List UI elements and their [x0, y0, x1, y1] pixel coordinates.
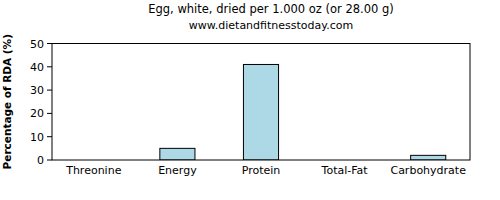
- bar: [243, 64, 278, 160]
- y-tick: [47, 66, 52, 67]
- x-tick-label: Energy: [158, 164, 197, 177]
- y-tick-label: 40: [30, 61, 44, 74]
- x-tick-label: Carbohydrate: [390, 164, 466, 177]
- y-axis-label: Percentage of RDA (%): [1, 34, 13, 169]
- x-tick-label: Protein: [242, 164, 281, 177]
- y-tick-label: 10: [30, 131, 44, 144]
- y-tick: [47, 113, 52, 114]
- bar: [411, 155, 446, 160]
- chart-svg: Egg, white, dried per 1.000 oz (or 28.00…: [0, 0, 500, 200]
- plot-frame: [52, 44, 470, 161]
- chart-container: Egg, white, dried per 1.000 oz (or 28.00…: [0, 0, 500, 200]
- y-tick: [47, 90, 52, 91]
- subtitle: www.dietandfitnesstoday.com: [189, 19, 353, 32]
- y-tick-label: 50: [30, 38, 44, 51]
- bars: [160, 64, 446, 160]
- y-tick: [47, 160, 52, 161]
- x-tick-label: Total-Fat: [321, 164, 369, 177]
- y-tick: [47, 43, 52, 44]
- y-tick: [47, 136, 52, 137]
- x-tick-label: Threonine: [65, 164, 121, 177]
- y-tick-label: 30: [30, 84, 44, 97]
- y-tick-label: 0: [37, 154, 44, 167]
- title: Egg, white, dried per 1.000 oz (or 28.00…: [148, 2, 394, 16]
- y-tick-label: 20: [30, 107, 44, 120]
- bar: [160, 148, 195, 160]
